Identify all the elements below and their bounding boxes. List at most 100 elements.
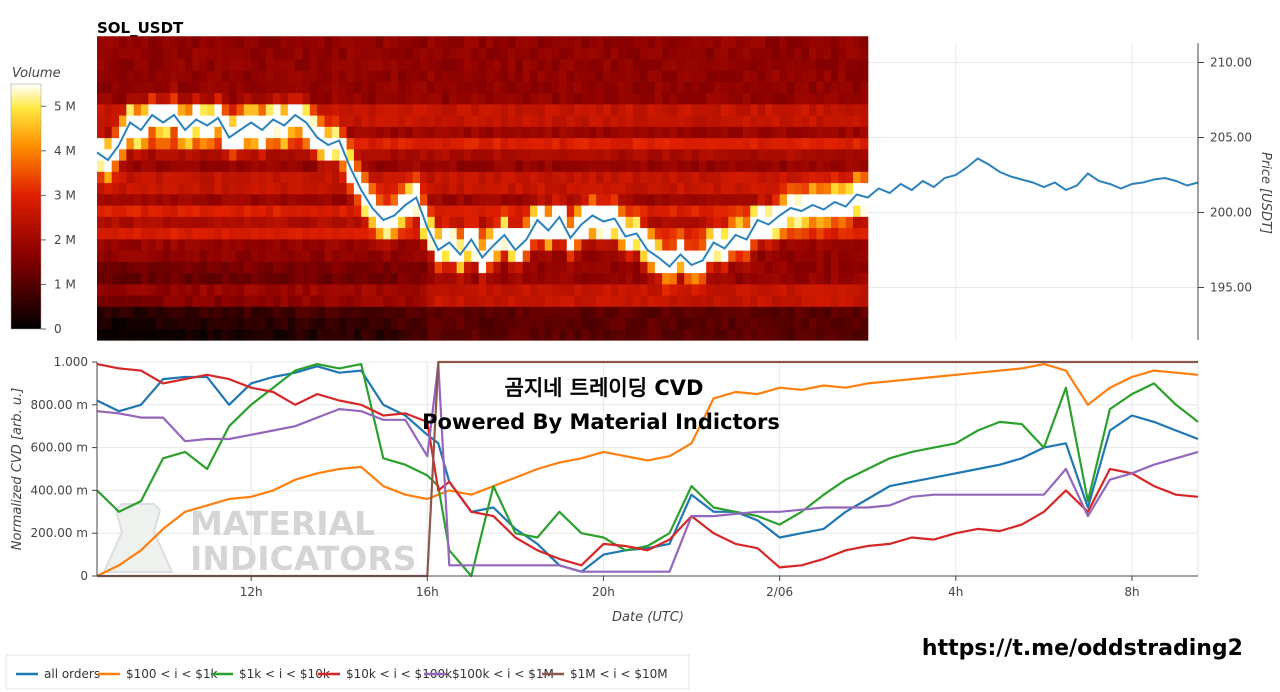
heatmap-cell [823,58,832,71]
heatmap-cell [544,283,553,296]
heatmap-cell [243,193,252,206]
heatmap-cell [419,126,428,139]
heatmap-cell [309,261,318,274]
heatmap-cell [794,328,803,341]
heatmap-cell [750,92,759,105]
heatmap-cell [265,92,274,105]
heatmap-cell [610,227,619,240]
heatmap-cell [618,103,627,116]
heatmap-cell [471,70,480,82]
heatmap-cell [728,58,737,71]
heatmap-cell [772,126,781,139]
heatmap-cell [684,171,693,184]
heatmap-cell [772,103,781,116]
heatmap-cell [214,283,223,296]
heatmap-cell [691,295,700,307]
heatmap-cell [640,58,649,71]
heatmap-cell [339,160,348,172]
heatmap-cell [698,160,707,172]
heatmap-cell [706,283,715,296]
heatmap-cell [199,103,208,116]
heatmap-cell [324,36,333,49]
heatmap-cell [537,193,546,206]
heatmap-cell [177,58,186,71]
heatmap-cell [845,115,854,127]
heatmap-cell [405,70,414,82]
heatmap-cell [860,317,869,330]
heatmap-cell [258,36,267,49]
heatmap-cell [676,306,685,319]
heatmap-cell [845,171,854,184]
heatmap-cell [434,317,443,330]
heatmap-cell [654,70,663,82]
heatmap-cell [339,216,348,229]
heatmap-cell [236,36,245,49]
heatmap-cell [647,137,656,150]
heatmap-cell [97,126,105,139]
heatmap-cell [794,227,803,240]
heatmap-cell [764,126,773,139]
heatmap-cell [273,137,282,150]
heatmap-cell [251,216,260,229]
heatmap-cell [603,70,612,82]
heatmap-cell [177,227,186,240]
heatmap-cell [493,227,502,240]
heatmap-cell [471,250,480,262]
heatmap-cell [339,182,348,195]
heatmap-cell [97,205,105,217]
heatmap-cell [141,238,149,251]
heatmap-cell [192,283,201,296]
heatmap-cell [574,216,583,229]
heatmap-cell [713,81,722,94]
telegram-link[interactable]: https://t.me/oddstrading2 [922,636,1243,661]
heatmap-cell [588,70,597,82]
heatmap-cell [346,171,355,184]
heatmap-cell [449,328,458,341]
heatmap-cell [654,306,663,319]
heatmap-cell [530,160,538,172]
heatmap-cell [331,216,340,229]
heatmap-cell [764,171,773,184]
heatmap-cell [486,306,494,319]
heatmap-cell [177,160,186,172]
heatmap-cell [214,227,223,240]
heatmap-cell [669,238,678,251]
heatmap-cell [295,283,304,296]
heatmap-cell [691,36,700,49]
heatmap-cell [427,92,436,105]
heatmap-cell [522,306,531,319]
heatmap-cell [302,272,311,285]
heatmap-cell [669,148,678,161]
heatmap-cell [559,47,568,60]
heatmap-cell [456,92,465,105]
heatmap-cell [412,160,421,172]
heatmap-cell [419,238,428,251]
heatmap-cell [698,182,707,195]
heatmap-cell [640,160,649,172]
heatmap-cell [750,58,759,71]
heatmap-cell [742,205,751,217]
heatmap-cell [419,58,428,71]
heatmap-cell [163,148,171,161]
heatmap-cell [508,137,516,150]
heatmap-cell [199,283,208,296]
heatmap-cell [126,272,135,285]
heatmap-cell [552,261,561,274]
heatmap-cell [486,126,494,139]
heatmap-cell [155,70,164,82]
heatmap-cell [251,205,260,217]
heatmap-cell [742,306,751,319]
heatmap-cell [684,81,693,94]
heatmap-cell [691,227,700,240]
heatmap-cell [265,238,274,251]
heatmap-cell [853,306,861,319]
heatmap-cell [691,103,700,116]
heatmap-cell [119,261,127,274]
watermark-line2: INDICATORS [190,539,417,578]
heatmap-cell [588,227,597,240]
heatmap-cell [801,216,810,229]
heatmap-cell [493,272,502,285]
heatmap-cell [273,160,282,172]
heatmap-cell [860,70,869,82]
heatmap-cell [170,171,179,184]
